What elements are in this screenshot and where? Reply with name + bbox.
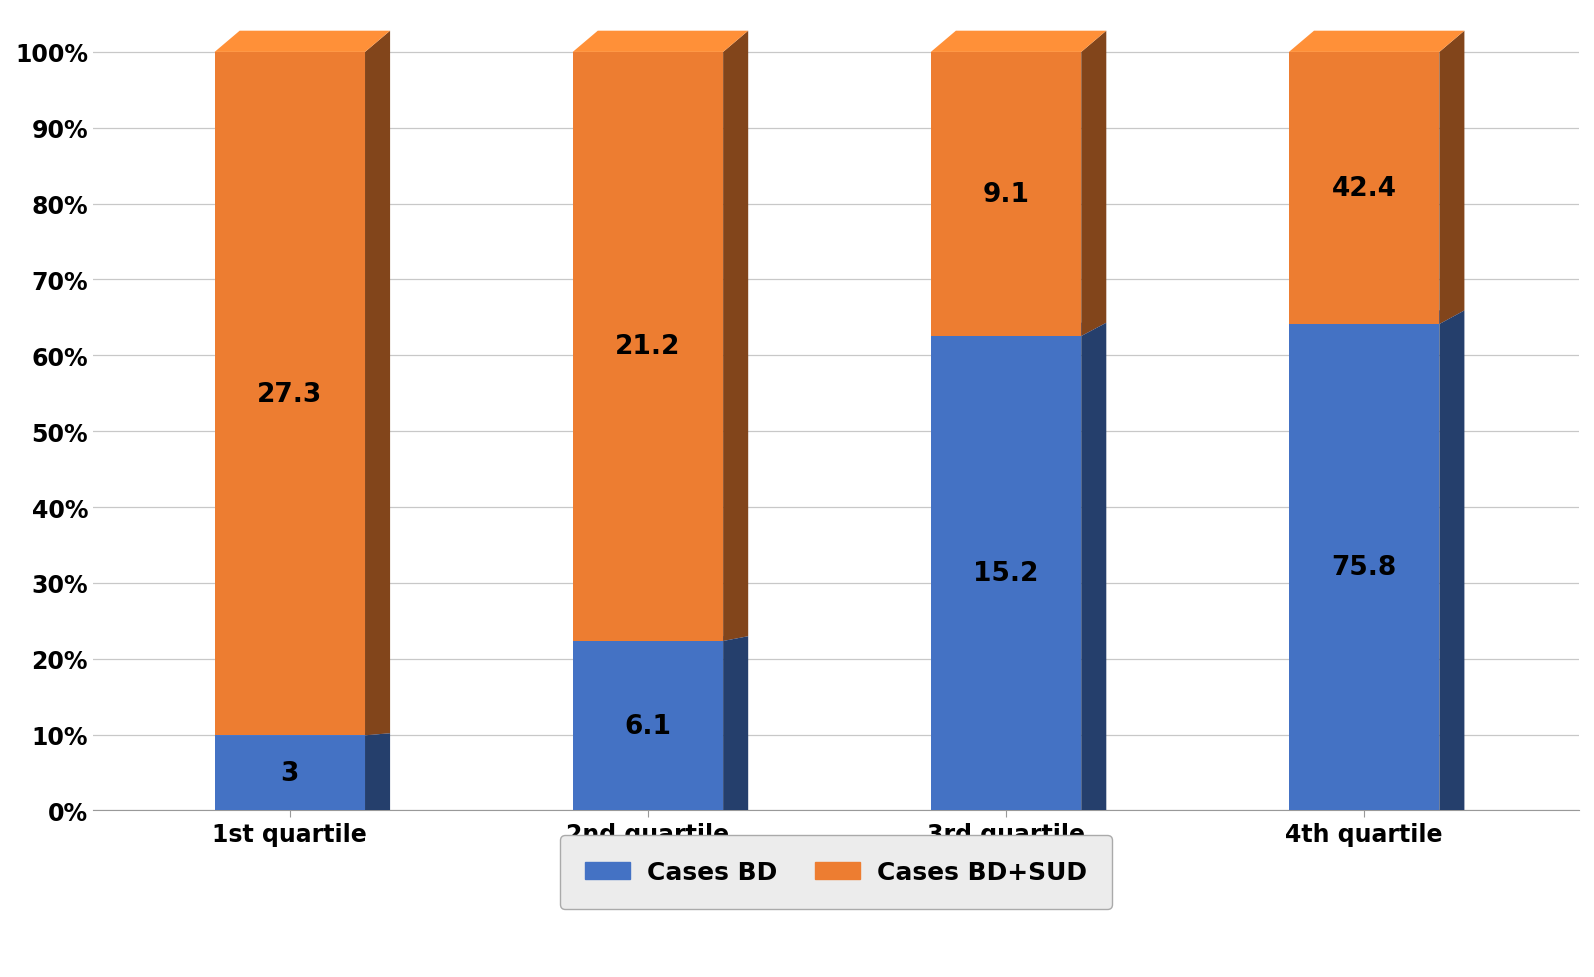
Polygon shape (1081, 31, 1106, 337)
Polygon shape (572, 641, 724, 811)
Polygon shape (724, 31, 748, 641)
Polygon shape (1290, 53, 1439, 324)
Polygon shape (572, 53, 724, 641)
Polygon shape (215, 31, 391, 53)
Text: 42.4: 42.4 (1331, 176, 1396, 202)
Polygon shape (1439, 311, 1465, 811)
Polygon shape (1290, 311, 1465, 324)
Polygon shape (365, 31, 391, 736)
Polygon shape (724, 637, 748, 811)
Polygon shape (931, 337, 1081, 811)
Text: 3: 3 (281, 760, 300, 786)
Text: 9.1: 9.1 (982, 182, 1030, 208)
Text: 27.3: 27.3 (257, 381, 322, 407)
Polygon shape (1081, 323, 1106, 811)
Polygon shape (572, 31, 748, 53)
Polygon shape (1439, 31, 1465, 324)
Polygon shape (1290, 31, 1465, 53)
Polygon shape (365, 734, 391, 811)
Polygon shape (931, 53, 1081, 337)
Polygon shape (215, 53, 365, 736)
Text: 21.2: 21.2 (615, 334, 681, 361)
Polygon shape (1290, 324, 1439, 811)
Polygon shape (572, 637, 748, 641)
Legend: Cases BD, Cases BD+SUD: Cases BD, Cases BD+SUD (559, 835, 1113, 910)
Text: 15.2: 15.2 (974, 561, 1039, 586)
Polygon shape (215, 736, 365, 811)
Polygon shape (215, 734, 391, 736)
Text: 6.1: 6.1 (625, 713, 671, 739)
Polygon shape (931, 323, 1106, 337)
Polygon shape (931, 31, 1106, 53)
Text: 75.8: 75.8 (1331, 555, 1396, 580)
